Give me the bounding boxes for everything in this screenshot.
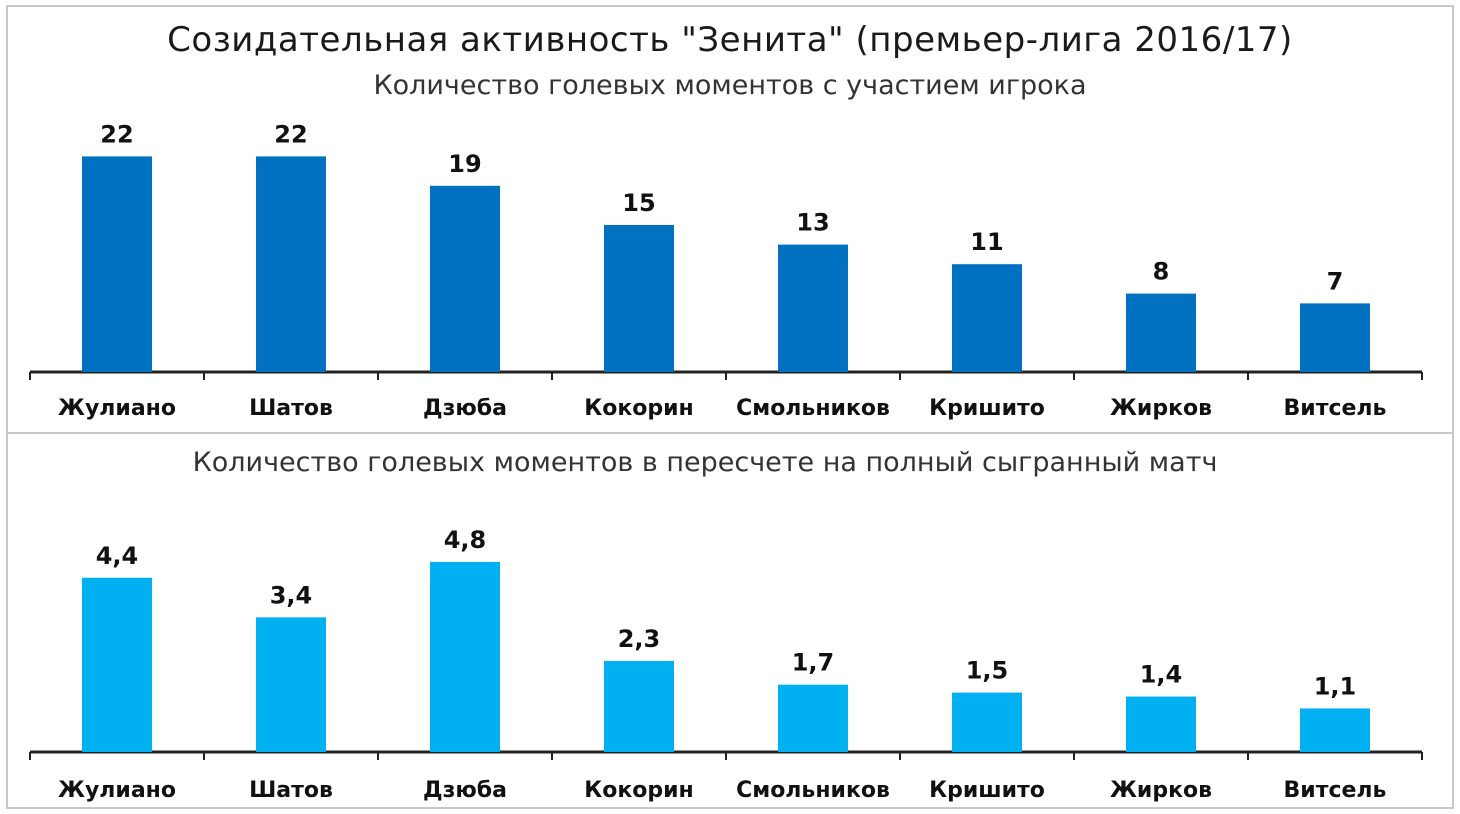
category-label: Дзюба [423, 396, 507, 421]
data-label: 22 [100, 120, 133, 148]
bar-2-5 [778, 684, 848, 752]
bar-1-3 [430, 185, 500, 372]
data-label: 13 [796, 209, 829, 237]
category-label: Шатов [249, 778, 333, 803]
category-label: Кокорин [584, 778, 694, 803]
category-label: Кришито [929, 778, 1045, 803]
category-label: Жулиано [58, 396, 176, 421]
data-label: 22 [274, 120, 307, 148]
bar-1-6 [952, 264, 1022, 372]
data-label: 1,7 [792, 649, 835, 677]
category-label: Кришито [929, 396, 1045, 421]
category-label: Жулиано [58, 778, 176, 803]
bar-1-5 [778, 244, 848, 372]
data-label: 2,3 [618, 625, 661, 653]
data-label: 11 [970, 228, 1003, 256]
data-label: 8 [1153, 258, 1170, 286]
data-label: 4,8 [444, 526, 487, 554]
bar-2-1 [82, 577, 152, 752]
bar-2-2 [256, 617, 326, 752]
bar-2-3 [430, 561, 500, 752]
bar-2-8 [1300, 708, 1370, 752]
category-label: Смольников [736, 396, 890, 421]
data-label: 4,4 [96, 542, 139, 570]
chart1-subtitle: Количество голевых моментов с участием и… [373, 70, 1087, 101]
chart-frame [6, 5, 1454, 809]
bar-1-1 [82, 156, 152, 372]
category-label: Жирков [1110, 778, 1212, 803]
data-label: 7 [1327, 267, 1344, 295]
bar-2-4 [604, 660, 674, 752]
bar-1-4 [604, 225, 674, 372]
data-label: 1,5 [966, 657, 1009, 685]
bar-2-7 [1126, 696, 1196, 752]
bar-1-7 [1126, 293, 1196, 372]
bar-1-8 [1300, 303, 1370, 372]
data-label: 3,4 [270, 581, 313, 609]
bar-2-6 [952, 692, 1022, 752]
bar-1-2 [256, 156, 326, 372]
category-label: Жирков [1110, 396, 1212, 421]
panel-divider [6, 432, 1454, 434]
data-label: 19 [448, 150, 481, 178]
chart-title: Созидательная активность "Зенита" (премь… [167, 20, 1293, 60]
category-label: Шатов [249, 396, 333, 421]
data-label: 1,1 [1314, 672, 1357, 700]
category-label: Кокорин [584, 396, 694, 421]
chart2-subtitle: Количество голевых моментов в пересчете … [192, 447, 1218, 478]
category-label: Смольников [736, 778, 890, 803]
data-label: 1,4 [1140, 661, 1183, 689]
data-label: 15 [622, 189, 655, 217]
category-label: Витсель [1284, 778, 1387, 803]
category-label: Дзюба [423, 778, 507, 803]
category-label: Витсель [1284, 396, 1387, 421]
